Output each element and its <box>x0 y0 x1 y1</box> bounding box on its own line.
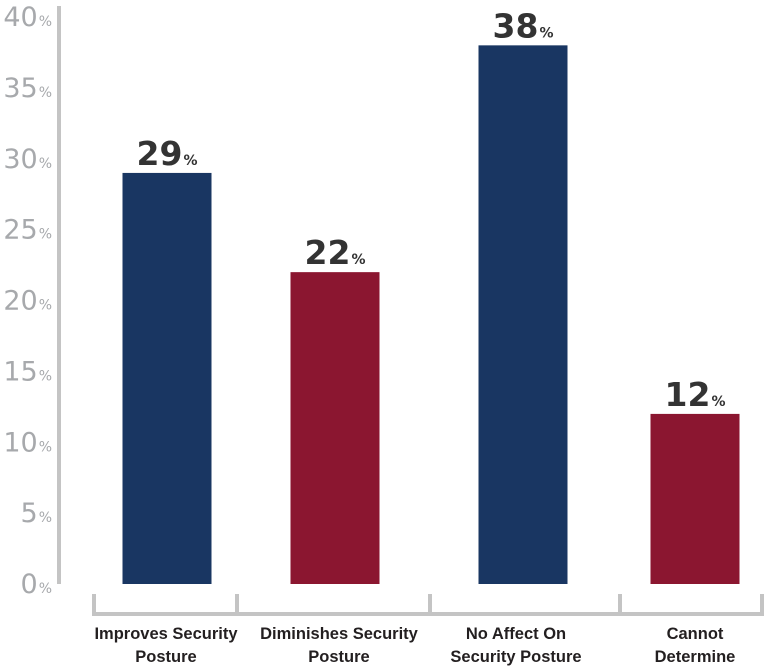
data-label: 12% <box>665 375 726 414</box>
x-axis <box>92 594 764 616</box>
y-tick-label: 30% <box>3 144 52 175</box>
category-labels: Improves Security Posture Diminishes Secur… <box>94 625 735 666</box>
data-label: 29% <box>137 134 198 173</box>
y-tick-label: 0% <box>21 569 53 600</box>
y-tick-label: 25% <box>3 215 52 246</box>
y-tick-label: 35% <box>3 73 52 104</box>
y-tick-label: 10% <box>3 427 52 458</box>
bar <box>650 413 740 584</box>
value-labels: 29% 22% 38% 12% <box>137 6 726 414</box>
y-tick-label: 5% <box>21 498 53 529</box>
bars <box>122 45 740 585</box>
data-label: 22% <box>305 233 366 272</box>
data-label: 38% <box>493 6 554 45</box>
x-tick-label: Improves Security Posture <box>94 625 238 666</box>
y-tick-label: 40% <box>3 2 52 33</box>
x-tick-label: No Affect On Security Posture <box>450 625 581 666</box>
y-tick-label: 15% <box>3 356 52 387</box>
x-tick-label: Cannot Determine <box>655 625 736 666</box>
bar <box>478 45 568 585</box>
y-axis-ticks: 0% 5% 10% 15% 20% 25% 30% 35% 40% <box>3 2 52 600</box>
x-tick-label: Diminishes Security Posture <box>260 625 419 666</box>
y-tick-label: 20% <box>3 286 52 317</box>
bar <box>290 272 380 584</box>
bar <box>122 172 212 585</box>
